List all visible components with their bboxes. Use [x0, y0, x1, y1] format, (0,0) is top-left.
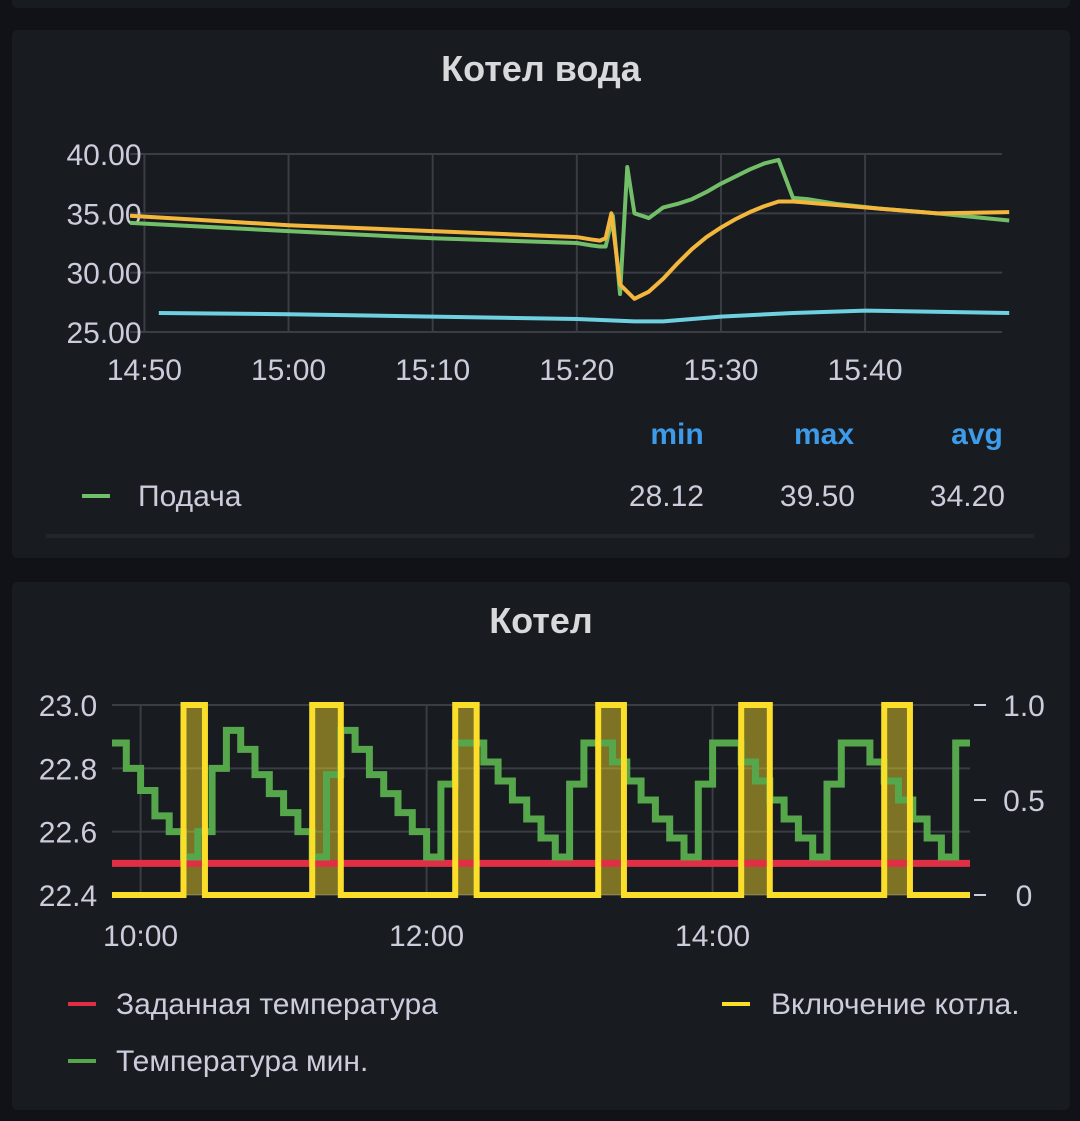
series-line: [158, 308, 1010, 324]
y-tick-label: 25.00: [66, 317, 141, 350]
line-chart-kotel: 23.0 22.8 22.6 22.4 1.0 0.5 0 10:00 12:00 14:00 За…: [39, 690, 1045, 1078]
x-tick-label: 14:00: [675, 920, 750, 953]
y-right-tick-label: 1.0: [1003, 690, 1045, 723]
legend-header-min: min: [650, 418, 703, 451]
chart-panel-kotel-voda: Котел вода 40.00 35.00 30.00 25.00 14:50 15:0…: [12, 30, 1070, 558]
legend-max-value: 39.50: [780, 480, 855, 513]
x-tick-label: 14:50: [107, 354, 182, 387]
x-tick-label: 10:00: [103, 920, 178, 953]
line-chart-kotel-voda: 40.00 35.00 30.00 25.00 14:50 15:00 15:10 15:20…: [46, 139, 1034, 538]
series-line: [129, 199, 1010, 301]
legend-header-max: max: [794, 418, 854, 451]
legend-series-name: Температура мин.: [116, 1045, 368, 1078]
series-line: [129, 157, 1010, 297]
previous-panel-edge: [12, 0, 1070, 8]
y-left-tick-label: 22.6: [39, 817, 97, 850]
y-tick-label: 35.00: [66, 198, 141, 231]
y-right-tick-label: 0: [1016, 880, 1033, 913]
legend-series-name: Включение котла.: [771, 988, 1020, 1021]
series-line-boiler-on: [112, 702, 970, 898]
y-left-tick-label: 22.4: [39, 880, 97, 913]
legend-min-value: 28.12: [629, 480, 704, 513]
y-tick-label: 30.00: [66, 258, 141, 291]
x-tick-label: 15:20: [539, 354, 614, 387]
legend-avg-value: 34.20: [930, 480, 1005, 513]
x-tick-label: 15:10: [395, 354, 470, 387]
y-right-tick-label: 0.5: [1003, 785, 1045, 818]
x-tick-label: 15:40: [828, 354, 903, 387]
y-left-tick-label: 22.8: [39, 753, 97, 786]
chart-panel-kotel: Котел 23.0 22.8 22.6 22.4 1.0 0.5 0 10:00 12:00 1…: [12, 582, 1070, 1110]
x-tick-label: 15:30: [683, 354, 758, 387]
x-tick-label: 12:00: [389, 920, 464, 953]
panel-title[interactable]: Котел вода: [441, 48, 641, 89]
legend-series-name: Заданная температура: [116, 988, 438, 1021]
y-tick-label: 40.00: [66, 139, 141, 172]
legend-header-avg: avg: [951, 418, 1003, 451]
legend-series-name: Подача: [138, 480, 242, 513]
series-line-temperature: [112, 726, 970, 861]
x-tick-label: 15:00: [251, 354, 326, 387]
panel-title[interactable]: Котел: [489, 600, 593, 641]
y-left-tick-label: 23.0: [39, 690, 97, 723]
